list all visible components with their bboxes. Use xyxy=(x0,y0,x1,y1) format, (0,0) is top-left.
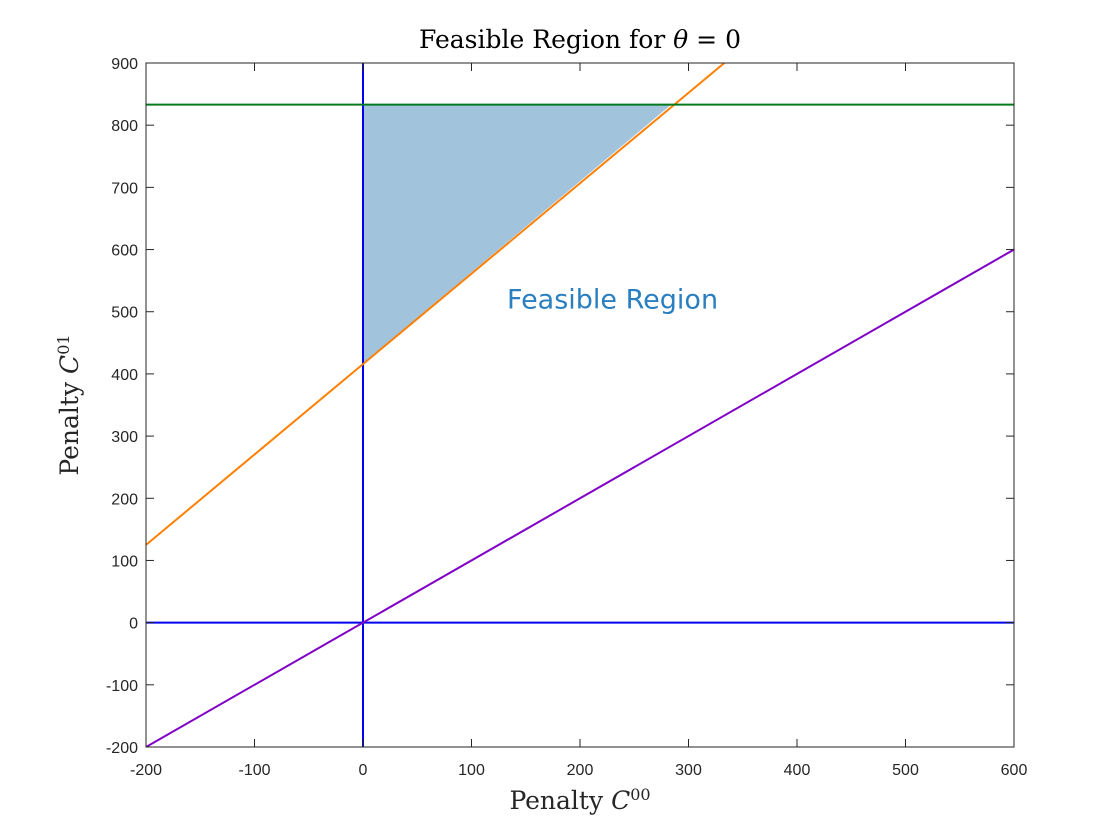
y-tick-label: 300 xyxy=(111,429,138,446)
y-tick-label: 0 xyxy=(129,616,138,633)
fill-layer xyxy=(363,104,672,364)
feasible-region-fill xyxy=(363,104,672,364)
x-tick-label: 600 xyxy=(1001,762,1028,779)
y-tick-label: -100 xyxy=(106,678,138,695)
y-tick-label: 500 xyxy=(111,305,138,322)
y-tick-label: 700 xyxy=(111,180,138,197)
y-axis-label: Penalty C01 xyxy=(54,334,85,475)
series-layer xyxy=(146,63,1014,747)
y-tick-label: 400 xyxy=(111,367,138,384)
x-tick-label: -100 xyxy=(238,762,270,779)
y-tick-label: 600 xyxy=(111,243,138,260)
x-tick-label: -200 xyxy=(130,762,162,779)
y-tick-label: 200 xyxy=(111,491,138,508)
y-tick-label: 800 xyxy=(111,118,138,135)
feasible-region-label: Feasible Region xyxy=(507,284,718,315)
y-tick-label: 100 xyxy=(111,553,138,570)
x-axis-label: Penalty C00 xyxy=(509,785,650,816)
x-tick-label: 0 xyxy=(359,762,368,779)
series-line-4 xyxy=(146,63,725,546)
chart-title: Feasible Region for θ = 0 xyxy=(419,25,741,54)
x-tick-label: 200 xyxy=(567,762,594,779)
x-tick-label: 500 xyxy=(892,762,919,779)
x-tick-label: 300 xyxy=(675,762,702,779)
x-tick-label: 400 xyxy=(784,762,811,779)
y-tick-label: -200 xyxy=(106,740,138,757)
x-tick-label: 100 xyxy=(458,762,485,779)
tick-layer: -200 -100 0 100 200 300 400 500 600 -200 -100 0 100 2… xyxy=(106,56,1027,779)
annotation-layer: Feasible Region xyxy=(507,284,718,315)
series-line-3 xyxy=(146,248,1014,747)
y-tick-label: 900 xyxy=(111,56,138,73)
